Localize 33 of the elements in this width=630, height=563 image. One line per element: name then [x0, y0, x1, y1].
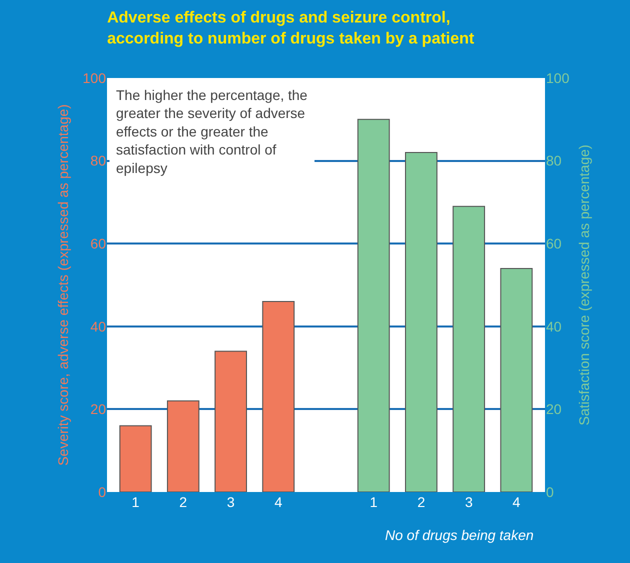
- y2-tick-label: 40: [546, 318, 562, 334]
- bar: [452, 206, 486, 492]
- x-tick-label: 2: [417, 494, 426, 510]
- x-tick-label: 4: [274, 494, 282, 510]
- y2-tick-label: 80: [546, 152, 562, 169]
- x-tick-label: 3: [226, 494, 235, 510]
- bar: [166, 400, 200, 492]
- x-tick-label: 4: [512, 494, 521, 510]
- y2-tick-label: 100: [546, 70, 570, 86]
- bar: [262, 301, 295, 492]
- y-tick-label: 20: [90, 401, 106, 418]
- y2-tick-label: 0: [546, 484, 554, 500]
- bar: [500, 268, 533, 492]
- x-axis-title: No of drugs being taken: [385, 527, 534, 543]
- y2-tick-label: 60: [546, 236, 562, 252]
- x-tick-label: 1: [370, 494, 378, 510]
- annotation: The higher the percentage, the greater the severity of adverse effects or the greater the satisfaction with control of epilepsy: [116, 87, 308, 176]
- y-tick-label: 40: [90, 318, 106, 334]
- y-axis-title: Severity score, adverse effects (expressed as percentage): [55, 104, 72, 466]
- bar: [119, 425, 152, 492]
- x-tick-label: 1: [132, 494, 140, 510]
- x-tick-label: 2: [179, 494, 188, 510]
- bar: [214, 350, 247, 492]
- chart-title: Adverse effects of drugs and seizure control, according to number of drugs taken by a patient: [107, 10, 475, 48]
- x-tick-label: 3: [464, 494, 473, 510]
- y2-axis-title: Satisfaction score (expressed as percentage): [576, 144, 592, 426]
- y2-tick-label: 20: [546, 401, 562, 418]
- bar: [357, 118, 390, 492]
- y-tick-label: 100: [82, 70, 106, 86]
- y-tick-label: 0: [98, 484, 106, 500]
- y-tick-label: 80: [90, 152, 106, 169]
- bar: [405, 152, 438, 492]
- y-tick-label: 60: [90, 236, 106, 252]
